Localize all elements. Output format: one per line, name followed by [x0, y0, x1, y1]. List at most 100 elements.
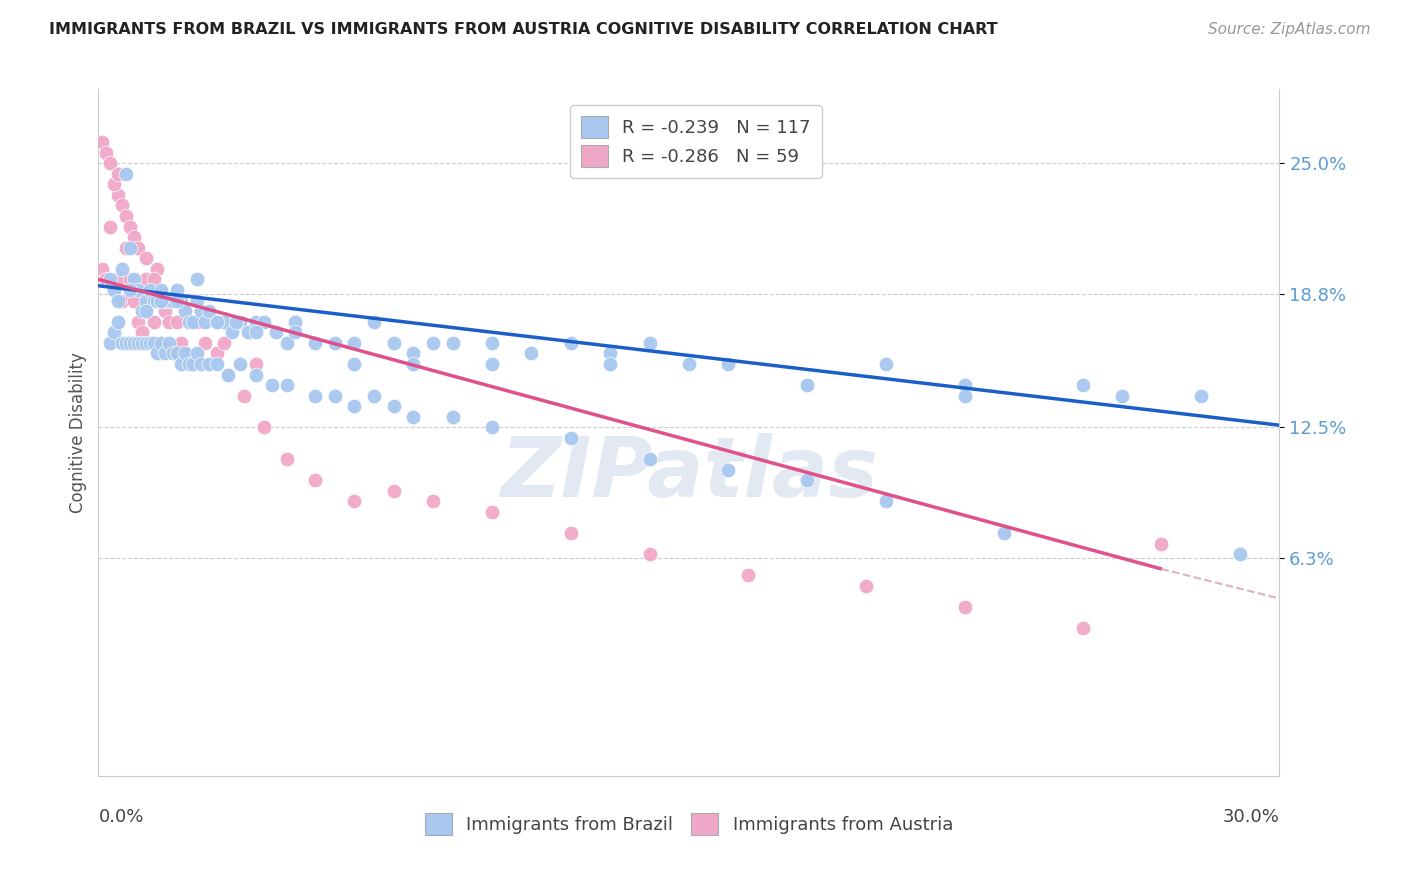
Point: [190, 357, 212, 371]
Point: [157, 315, 180, 329]
Point: [993, 526, 1015, 541]
Point: [422, 335, 444, 350]
Point: [186, 346, 208, 360]
Point: [138, 293, 160, 308]
Point: [875, 494, 897, 508]
Point: [111, 335, 134, 350]
Point: [441, 335, 464, 350]
Point: [205, 315, 228, 329]
Point: [170, 335, 193, 350]
Point: [107, 315, 129, 329]
Point: [422, 494, 444, 508]
Point: [737, 568, 759, 582]
Point: [253, 315, 276, 329]
Text: 30.0%: 30.0%: [1223, 808, 1279, 826]
Point: [560, 526, 582, 541]
Point: [953, 378, 976, 392]
Point: [186, 315, 208, 329]
Point: [481, 335, 503, 350]
Point: [177, 357, 200, 371]
Point: [481, 420, 503, 434]
Point: [103, 178, 125, 192]
Point: [205, 315, 228, 329]
Point: [1150, 536, 1173, 550]
Point: [953, 389, 976, 403]
Point: [236, 325, 259, 339]
Point: [170, 293, 193, 308]
Point: [186, 293, 208, 308]
Point: [150, 293, 173, 308]
Point: [146, 261, 169, 276]
Point: [91, 261, 114, 276]
Point: [135, 335, 157, 350]
Point: [205, 357, 228, 371]
Point: [481, 505, 503, 519]
Point: [162, 293, 184, 308]
Point: [135, 272, 157, 286]
Point: [166, 293, 188, 308]
Point: [304, 473, 326, 487]
Point: [253, 420, 276, 434]
Point: [190, 304, 212, 318]
Point: [150, 283, 173, 297]
Point: [174, 346, 197, 360]
Point: [402, 346, 425, 360]
Point: [111, 261, 134, 276]
Point: [221, 325, 243, 339]
Point: [245, 357, 267, 371]
Point: [229, 315, 252, 329]
Point: [166, 346, 188, 360]
Point: [304, 335, 326, 350]
Point: [323, 335, 346, 350]
Point: [115, 167, 138, 181]
Point: [284, 325, 307, 339]
Point: [98, 219, 121, 234]
Point: [155, 293, 177, 308]
Point: [122, 230, 145, 244]
Point: [127, 335, 149, 350]
Point: [560, 335, 582, 350]
Legend: Immigrants from Brazil, Immigrants from Austria: Immigrants from Brazil, Immigrants from …: [418, 806, 960, 843]
Point: [122, 335, 145, 350]
Point: [343, 399, 366, 413]
Point: [245, 325, 267, 339]
Point: [197, 357, 219, 371]
Point: [157, 335, 180, 350]
Text: ZIPatlas: ZIPatlas: [501, 434, 877, 515]
Point: [91, 135, 114, 149]
Point: [155, 304, 177, 318]
Point: [142, 315, 165, 329]
Text: Source: ZipAtlas.com: Source: ZipAtlas.com: [1208, 22, 1371, 37]
Point: [127, 283, 149, 297]
Point: [194, 335, 217, 350]
Point: [197, 304, 219, 318]
Point: [115, 209, 138, 223]
Point: [118, 272, 141, 286]
Point: [127, 315, 149, 329]
Point: [122, 293, 145, 308]
Point: [177, 357, 200, 371]
Point: [118, 283, 141, 297]
Point: [118, 219, 141, 234]
Point: [214, 335, 236, 350]
Point: [214, 315, 236, 329]
Point: [138, 335, 160, 350]
Point: [142, 335, 165, 350]
Text: IMMIGRANTS FROM BRAZIL VS IMMIGRANTS FROM AUSTRIA COGNITIVE DISABILITY CORRELATI: IMMIGRANTS FROM BRAZIL VS IMMIGRANTS FRO…: [49, 22, 998, 37]
Point: [142, 293, 165, 308]
Point: [131, 325, 153, 339]
Point: [135, 304, 157, 318]
Point: [382, 399, 405, 413]
Point: [181, 315, 204, 329]
Point: [599, 357, 621, 371]
Point: [796, 473, 818, 487]
Point: [98, 335, 121, 350]
Point: [481, 357, 503, 371]
Text: 0.0%: 0.0%: [98, 808, 143, 826]
Point: [796, 378, 818, 392]
Point: [1111, 389, 1133, 403]
Point: [217, 368, 239, 382]
Point: [150, 293, 173, 308]
Point: [138, 283, 160, 297]
Point: [1189, 389, 1212, 403]
